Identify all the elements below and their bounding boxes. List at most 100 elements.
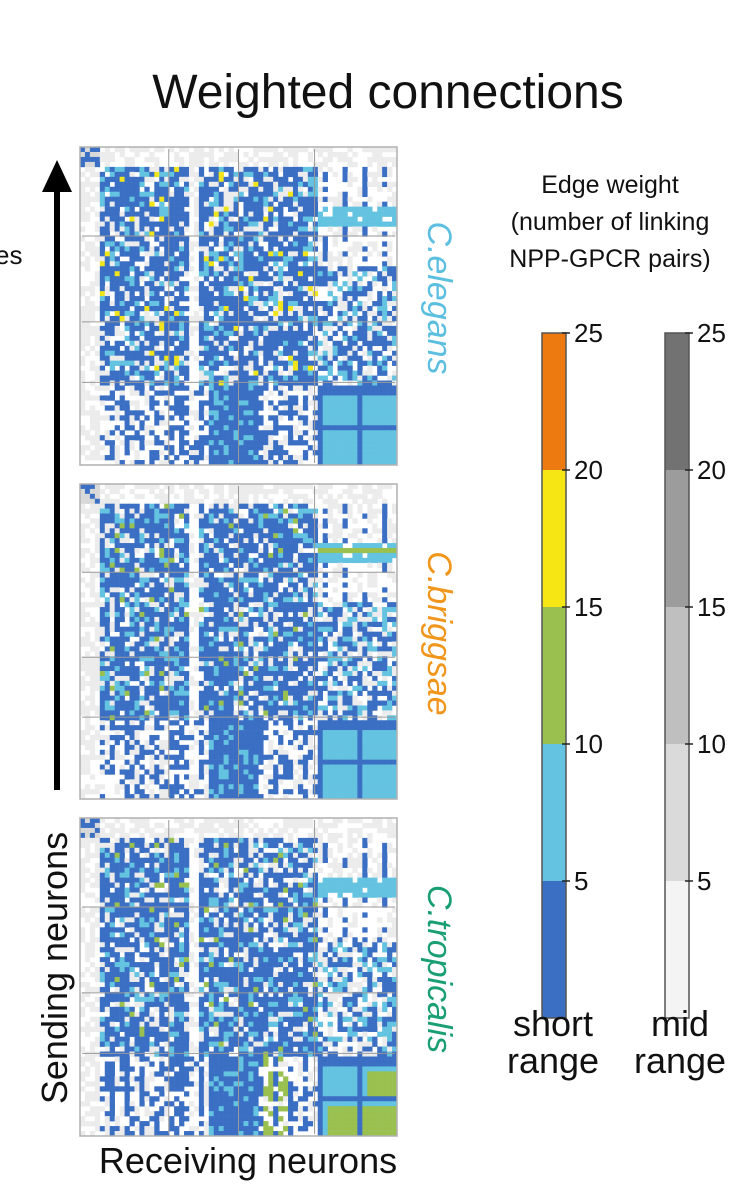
heatmap-cell: [129, 582, 135, 588]
heatmap-cell: [367, 405, 373, 411]
heatmap-cell: [342, 611, 348, 618]
heatmap-cell: [377, 607, 383, 613]
heatmap-cell: [184, 513, 190, 519]
heatmap-cell: [307, 587, 314, 593]
heatmap-cell: [159, 166, 165, 173]
heatmap-cell: [317, 385, 323, 391]
heatmap-cell: [144, 196, 150, 202]
heatmap-cell: [243, 241, 249, 247]
heatmap-cell: [94, 276, 101, 282]
heatmap-cell: [307, 538, 314, 544]
heatmap-cell: [332, 455, 338, 461]
heatmap-cell: [332, 390, 338, 396]
heatmap-cell: [292, 345, 299, 352]
heatmap-cell: [169, 651, 175, 657]
heatmap-cell: [258, 513, 264, 519]
y-axis-label: Sending neurons: [34, 832, 75, 1104]
heatmap-cell: [238, 231, 244, 237]
heatmap-cell: [342, 360, 348, 366]
heatmap-cell: [164, 460, 170, 466]
heatmap-cell: [352, 201, 358, 207]
heatmap-cell: [238, 256, 244, 262]
heatmap-cell: [312, 445, 319, 451]
heatmap-cell: [228, 360, 234, 366]
heatmap-cell: [342, 508, 348, 514]
heatmap-cell: [188, 498, 195, 504]
heatmap-cell: [213, 206, 219, 212]
heatmap-cell: [89, 641, 96, 647]
heatmap-cell: [283, 460, 289, 466]
heatmap-cell: [302, 166, 309, 173]
heatmap-cell: [164, 607, 170, 613]
heatmap-cell: [387, 607, 393, 613]
heatmap-cell: [179, 440, 185, 446]
heatmap-cell: [278, 380, 284, 386]
heatmap-cell: [302, 246, 309, 252]
heatmap-cell: [80, 226, 86, 232]
heatmap-cell: [342, 400, 348, 406]
heatmap-cell: [94, 340, 101, 347]
heatmap-cell: [243, 171, 249, 178]
heatmap-cell: [149, 607, 155, 613]
heatmap-cell: [273, 186, 279, 193]
heatmap-cell: [352, 626, 358, 632]
heatmap-cell: [124, 597, 130, 603]
heatmap-cell: [362, 592, 368, 598]
heatmap-cell: [307, 641, 314, 647]
heatmap-cell: [292, 405, 299, 411]
heatmap-cell: [94, 236, 101, 242]
heatmap-cell: [144, 518, 150, 524]
heatmap-cell: [99, 621, 106, 628]
heatmap-cell: [80, 196, 86, 202]
heatmap-cell: [367, 562, 373, 568]
heatmap-cell: [302, 405, 309, 411]
heatmap-cell: [297, 592, 304, 598]
heatmap-cell: [377, 631, 383, 637]
heatmap-cell: [278, 651, 284, 657]
heatmap-cell: [278, 390, 284, 396]
heatmap-cell: [288, 201, 294, 207]
heatmap-cell: [80, 320, 86, 327]
heatmap-cell: [104, 266, 111, 272]
heatmap-cell: [273, 503, 279, 509]
heatmap-cell: [382, 656, 388, 662]
heatmap-cell: [139, 582, 145, 588]
heatmap-cell: [228, 435, 234, 441]
heatmap-cell: [99, 455, 106, 461]
heatmap-cell: [258, 276, 264, 282]
heatmap-cell: [94, 410, 101, 416]
heatmap-cell: [307, 616, 314, 623]
heatmap-cell: [174, 400, 180, 406]
heatmap-cell: [327, 196, 333, 202]
heatmap-cell: [139, 636, 145, 642]
heatmap-cell: [80, 661, 86, 667]
heatmap-cell: [312, 651, 319, 657]
heatmap-cell: [149, 320, 155, 327]
heatmap-cell: [139, 201, 145, 207]
heatmap-cell: [238, 296, 244, 302]
heatmap-cell: [317, 325, 323, 332]
heatmap-cell: [159, 607, 165, 613]
heatmap-cell: [174, 592, 180, 598]
heatmap-cell: [278, 440, 284, 446]
heatmap-cell: [149, 291, 155, 297]
heatmap-cell: [218, 562, 224, 568]
heatmap-cell: [99, 365, 106, 371]
heatmap-cell: [317, 488, 323, 495]
heatmap-cell: [80, 315, 86, 322]
heatmap-cell: [198, 301, 205, 307]
heatmap-cell: [99, 370, 106, 376]
heatmap-cell: [332, 201, 338, 207]
heatmap-cell: [297, 246, 304, 252]
heatmap-cell: [159, 286, 165, 292]
heatmap-cell: [233, 592, 239, 598]
heatmap-cell: [149, 151, 155, 158]
heatmap-cell: [248, 211, 254, 217]
heatmap-cell: [302, 350, 309, 356]
heatmap-cell: [377, 460, 383, 466]
x-axis-label: Receiving neurons: [99, 1140, 397, 1181]
heatmap-cell: [139, 621, 145, 628]
heatmap-cell: [382, 156, 388, 163]
heatmap-cell: [218, 484, 224, 490]
heatmap-cell: [84, 621, 91, 628]
